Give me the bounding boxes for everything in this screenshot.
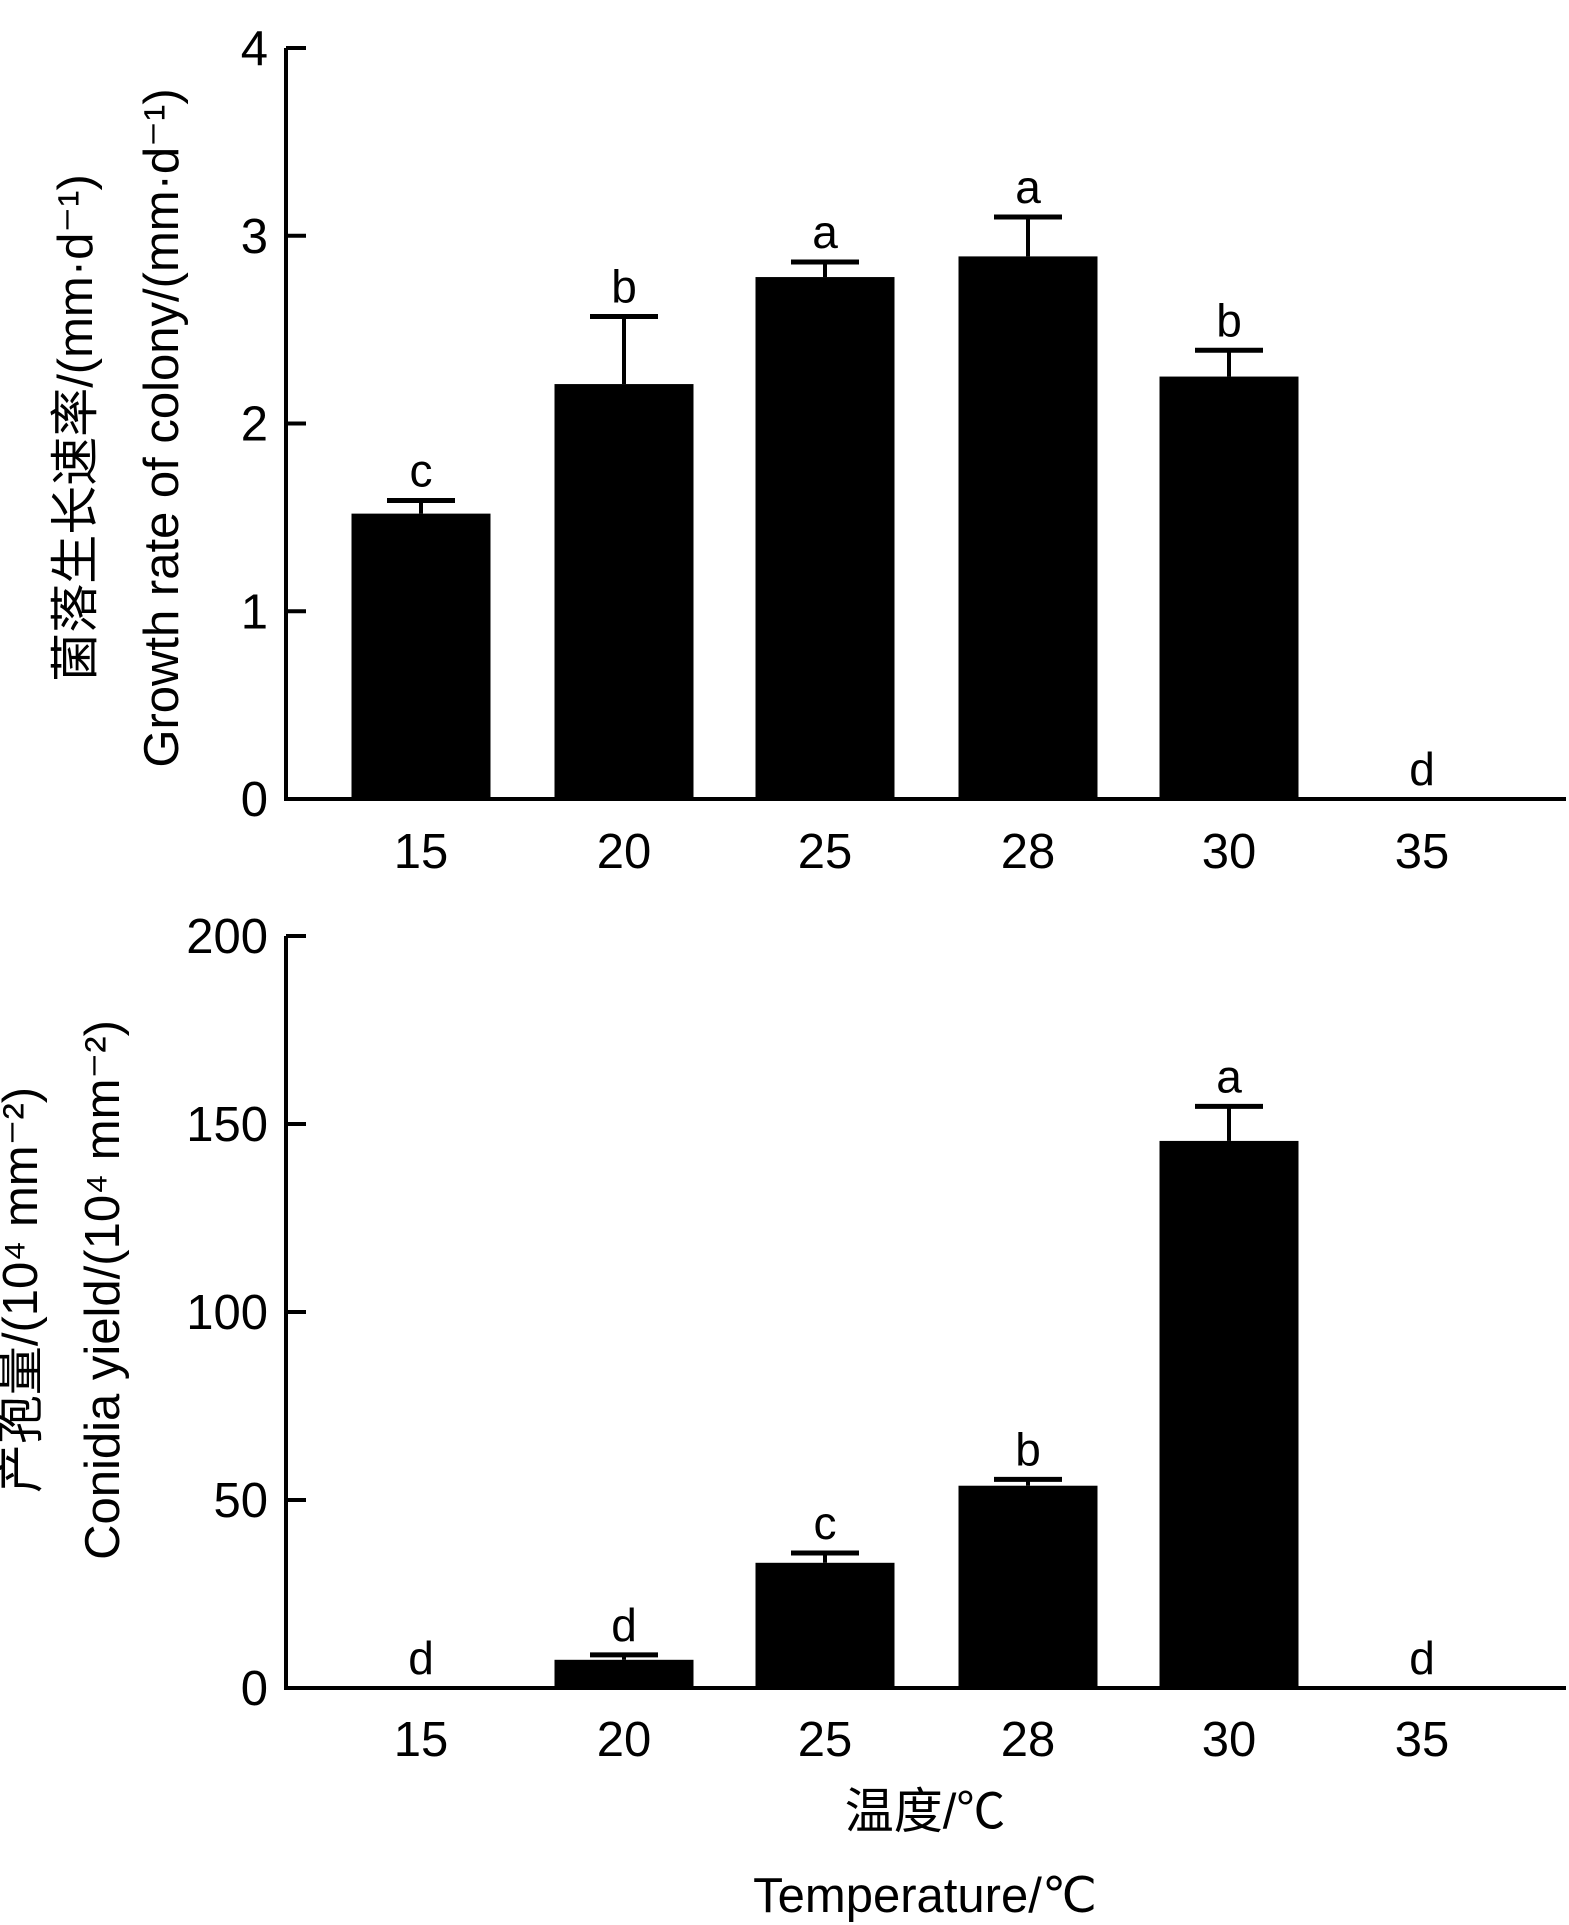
x-tick-label: 28 [1001,1713,1056,1767]
bottom-ylabel-cn: 产孢量/(10⁴ mm⁻²) [0,1087,48,1493]
x-tick-label: 35 [1395,1713,1450,1767]
top-ylabel: Growth rate of colony/(mm·d⁻¹) [135,88,189,767]
xlabel-cn: 温度/℃ [845,1785,1006,1839]
x-tick-label: 25 [798,825,853,879]
x-tick-label: 25 [798,1713,853,1767]
bar [958,256,1098,800]
bar [351,513,491,799]
bottom-ylabel: Conidia yield/(10⁴ mm⁻²) [76,1020,130,1560]
x-tick-label: 15 [394,825,449,879]
x-tick-label: 35 [1395,825,1450,879]
significance-label: b [611,260,637,312]
y-tick-label: 100 [186,1286,268,1340]
y-tick-label: 0 [241,773,268,827]
x-tick-label: 20 [597,825,652,879]
significance-label: d [408,1632,434,1684]
y-tick-label: 200 [186,910,268,964]
y-tick-label: 150 [186,1098,268,1152]
bar [554,384,694,799]
xlabel: Temperature/℃ [753,1869,1097,1923]
y-tick-label: 1 [241,585,268,639]
x-tick-label: 30 [1202,1713,1257,1767]
bar [755,277,895,799]
y-tick-label: 4 [241,22,268,76]
bar [1159,1140,1299,1688]
bar [554,1659,694,1688]
x-tick-label: 20 [597,1713,652,1767]
growth-rate-chart: c 15 b 20 a 25 a 28 b 30 d 35 0 1 2 3 4 [241,22,1566,879]
x-tick-label: 30 [1202,825,1257,879]
y-tick-label: 2 [241,398,268,452]
significance-label: c [814,1497,837,1549]
y-tick-label: 50 [213,1474,268,1528]
significance-label: b [1015,1423,1041,1475]
significance-label: d [611,1599,637,1651]
y-tick-label: 3 [241,210,268,264]
bar [1159,376,1299,799]
significance-label: c [410,444,433,496]
significance-label: a [812,206,838,258]
significance-label: d [1409,1632,1435,1684]
x-tick-label: 15 [394,1713,449,1767]
conidia-yield-chart: d 15 d 20 c 25 b 28 a 30 d 35 0 50 100 150 200 [186,910,1566,1767]
significance-label: a [1015,161,1041,213]
significance-label: b [1216,294,1242,346]
bar [958,1485,1098,1688]
bar [755,1562,895,1688]
x-tick-label: 28 [1001,825,1056,879]
significance-label: a [1216,1050,1242,1102]
y-tick-label: 0 [241,1662,268,1716]
top-ylabel-cn: 菌落生长速率/(mm·d⁻¹) [49,174,103,682]
significance-label: d [1409,743,1435,795]
